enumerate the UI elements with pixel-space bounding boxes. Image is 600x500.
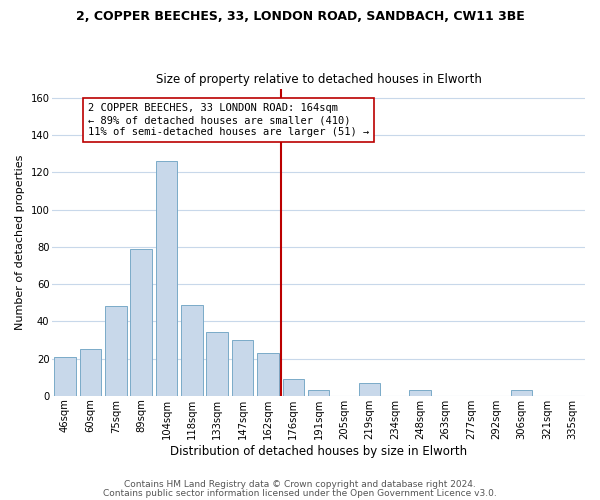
Bar: [80, 349, 101, 396]
Bar: [206, 332, 228, 396]
Text: Contains public sector information licensed under the Open Government Licence v3: Contains public sector information licen…: [103, 489, 497, 498]
Bar: [130, 248, 152, 396]
Bar: [155, 161, 177, 396]
Bar: [359, 383, 380, 396]
Y-axis label: Number of detached properties: Number of detached properties: [15, 154, 25, 330]
Bar: [54, 356, 76, 396]
Bar: [308, 390, 329, 396]
Text: 2 COPPER BEECHES, 33 LONDON ROAD: 164sqm
← 89% of detached houses are smaller (4: 2 COPPER BEECHES, 33 LONDON ROAD: 164sqm…: [88, 104, 369, 136]
Bar: [257, 353, 279, 396]
X-axis label: Distribution of detached houses by size in Elworth: Distribution of detached houses by size …: [170, 444, 467, 458]
Bar: [511, 390, 532, 396]
Title: Size of property relative to detached houses in Elworth: Size of property relative to detached ho…: [156, 73, 482, 86]
Bar: [283, 379, 304, 396]
Text: Contains HM Land Registry data © Crown copyright and database right 2024.: Contains HM Land Registry data © Crown c…: [124, 480, 476, 489]
Text: 2, COPPER BEECHES, 33, LONDON ROAD, SANDBACH, CW11 3BE: 2, COPPER BEECHES, 33, LONDON ROAD, SAND…: [76, 10, 524, 23]
Bar: [232, 340, 253, 396]
Bar: [409, 390, 431, 396]
Bar: [181, 304, 203, 396]
Bar: [105, 306, 127, 396]
